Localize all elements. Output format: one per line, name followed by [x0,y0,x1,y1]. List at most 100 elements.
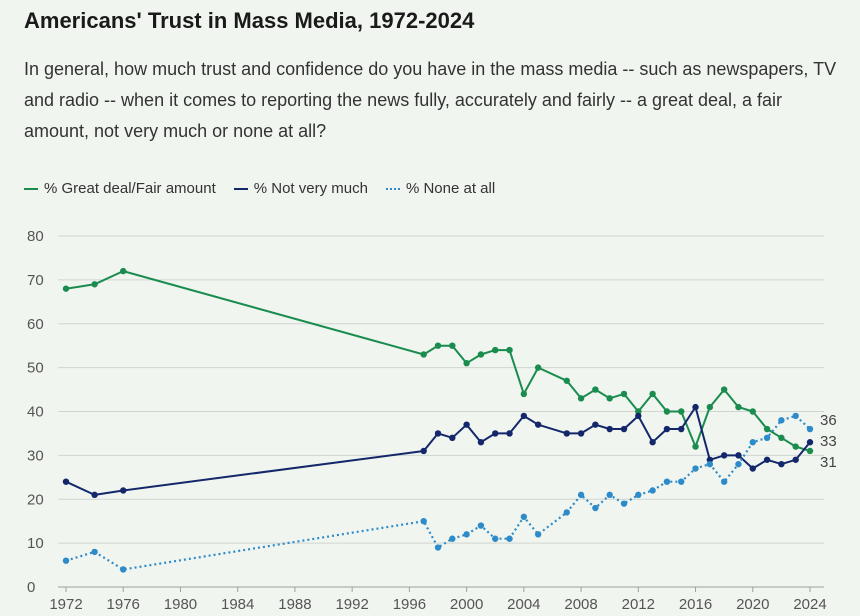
data-point-great-deal [592,386,599,393]
data-point-not-very-much [778,460,785,468]
data-point-great-deal [792,443,799,450]
data-point-none-at-all [520,513,528,520]
legend-item-none-at-all: % None at all [385,180,495,197]
data-point-great-deal [678,408,685,415]
data-point-great-deal [577,395,585,402]
data-point-none-at-all [778,417,785,424]
x-tick-label: 2000 [450,596,483,613]
data-point-great-deal [520,390,528,398]
data-point-not-very-much [620,425,628,433]
data-point-not-very-much [692,403,699,411]
data-point-not-very-much [463,421,470,428]
y-tick-label: 70 [27,272,44,289]
data-point-not-very-much [663,425,671,433]
data-point-great-deal [749,408,756,415]
chart-title: Americans' Trust in Mass Media, 1972-202… [24,8,475,33]
series-lines [65,270,811,571]
data-point-great-deal [806,447,814,455]
legend-item-not-very-much: % Not very much [233,180,368,197]
data-point-none-at-all [678,478,685,485]
data-point-great-deal [91,281,98,288]
data-point-none-at-all [806,425,814,433]
y-tick-label: 40 [27,404,44,421]
data-point-none-at-all [62,557,70,564]
y-tick-label: 0 [27,579,35,596]
y-tick-label: 20 [27,491,44,508]
x-tick-label: 2012 [622,596,655,613]
data-point-none-at-all [692,465,699,472]
data-point-none-at-all [91,548,98,556]
data-point-not-very-much [720,452,728,459]
data-point-great-deal [778,434,785,442]
legend-swatch-none-at-all [385,187,400,190]
x-tick-label: 1992 [335,596,368,613]
data-point-not-very-much [520,412,528,420]
data-point-none-at-all [792,412,799,420]
series-line-not-very-much [65,406,811,496]
data-point-none-at-all [577,491,585,499]
x-tick-label: 2008 [564,596,597,613]
data-point-none-at-all [492,535,499,542]
y-tick-label: 30 [27,447,44,464]
data-point-not-very-much [735,452,742,459]
data-point-great-deal [62,285,70,292]
x-tick-label: 2016 [679,596,712,613]
data-point-not-very-much [492,430,499,437]
legend-swatch-great-deal [24,187,38,190]
chart-legend: % Great deal/Fair amount % Not very much… [24,180,495,197]
data-point-not-very-much [635,412,642,420]
gridlines [58,235,824,588]
series-line-great-deal [65,270,811,452]
data-point-none-at-all [534,531,542,538]
data-point-not-very-much [477,439,485,446]
chart-subtitle: In general, how much trust and confidenc… [24,59,837,141]
x-tick-label: 1980 [164,596,197,613]
x-tick-label: 1976 [107,596,140,613]
data-point-great-deal [635,408,642,415]
data-point-great-deal [692,443,699,450]
data-point-none-at-all [120,566,127,573]
data-point-not-very-much [706,456,714,463]
y-axis-ticks: 0 10 20 30 40 50 60 70 80 [27,228,44,596]
data-point-none-at-all [449,535,456,542]
data-point-great-deal [663,408,671,415]
end-label-none-at-all: 36 [820,412,837,429]
x-tick-label: 1996 [393,596,426,613]
data-point-none-at-all [663,478,671,485]
y-tick-label: 60 [27,316,44,333]
data-point-great-deal [449,342,456,349]
data-point-none-at-all [434,544,442,551]
data-point-none-at-all [735,460,742,468]
data-point-none-at-all [749,439,756,446]
data-point-great-deal [506,346,513,354]
data-point-none-at-all [506,535,513,542]
data-point-great-deal [720,386,728,393]
data-point-great-deal [463,360,470,367]
x-axis-ticks: 1972 1976 1980 1984 1988 1992 1996 2000 2004 2008… [49,587,827,613]
data-point-great-deal [434,342,442,349]
data-point-not-very-much [592,421,599,428]
data-point-not-very-much [449,434,456,442]
data-point-not-very-much [434,430,442,437]
data-point-none-at-all [649,487,656,494]
data-point-not-very-much [62,478,70,485]
data-point-great-deal [649,390,656,398]
data-point-none-at-all [606,491,613,499]
series-points [62,267,814,573]
legend-label-great-deal: % Great deal/Fair amount [44,180,216,197]
data-point-not-very-much [563,430,570,437]
data-point-none-at-all [763,434,771,442]
data-point-none-at-all [463,531,470,538]
data-point-none-at-all [620,500,628,507]
y-tick-label: 50 [27,360,44,377]
data-point-not-very-much [763,456,771,463]
data-point-not-very-much [792,456,799,463]
data-point-not-very-much [534,421,542,428]
data-point-not-very-much [506,430,513,437]
end-label-not-very-much: 33 [820,433,837,450]
data-point-not-very-much [420,447,427,455]
end-label-great-deal: 31 [820,454,837,471]
x-tick-label: 1972 [49,596,82,613]
x-tick-label: 1988 [278,596,311,613]
